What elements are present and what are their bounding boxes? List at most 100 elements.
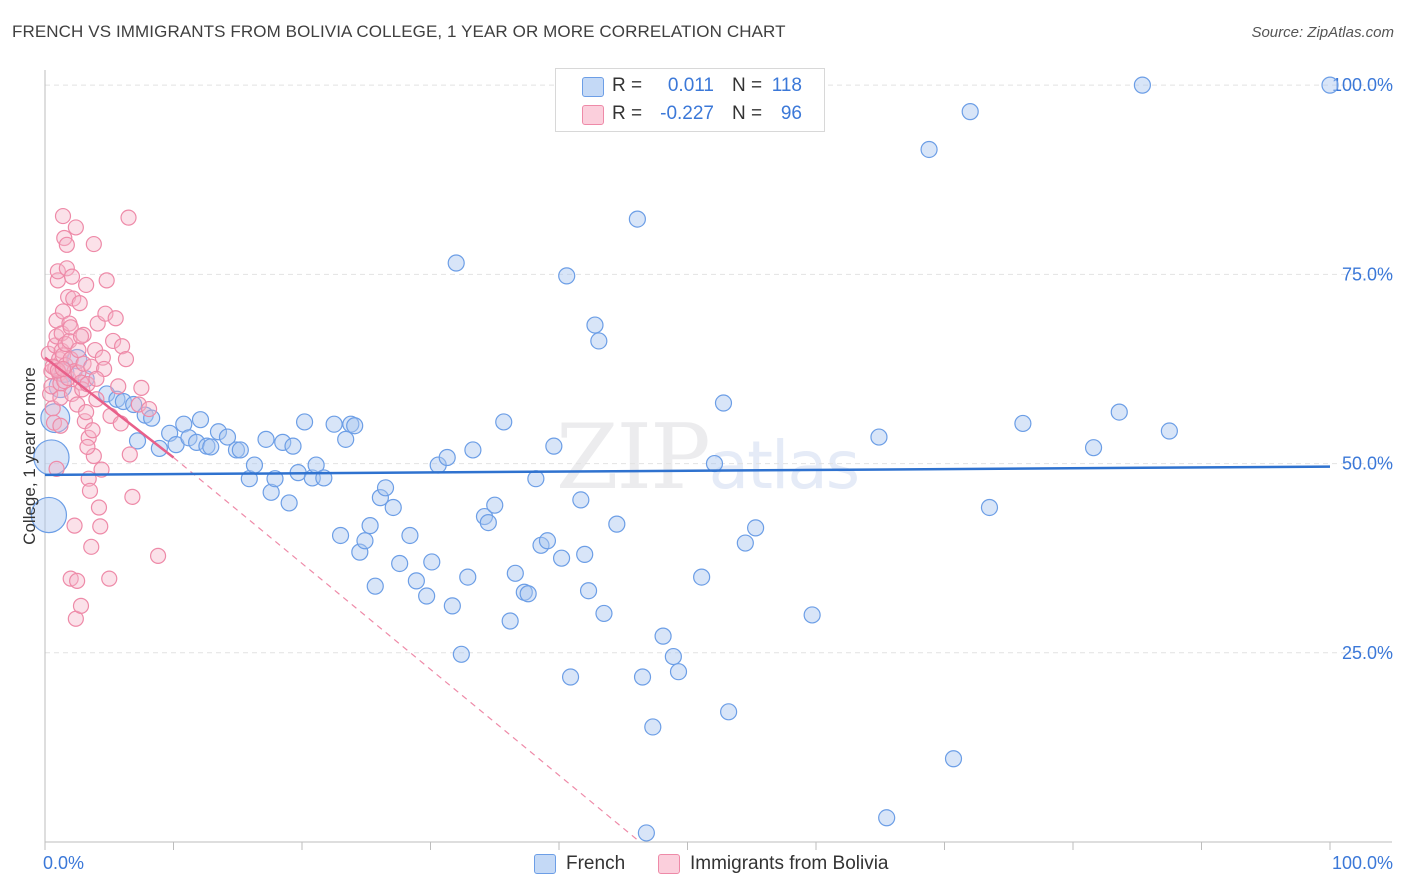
french-point xyxy=(714,394,733,412)
bolivia-point xyxy=(107,310,124,327)
stats-row-french: R = 0.011 N = 118 xyxy=(556,73,824,99)
french-point xyxy=(527,470,545,488)
french-point xyxy=(590,332,608,350)
french-point xyxy=(572,491,590,509)
bolivia-point xyxy=(121,446,138,463)
bolivia-swatch xyxy=(582,105,604,125)
y-tick-label: 75.0% xyxy=(1342,264,1393,284)
french-swatch xyxy=(534,854,556,874)
bolivia-point xyxy=(112,415,129,432)
french-point xyxy=(128,432,147,450)
bolivia-point xyxy=(88,370,105,387)
french-point xyxy=(361,517,379,535)
bolivia-point xyxy=(67,219,84,236)
bolivia-trend-line xyxy=(44,356,175,459)
french-point xyxy=(501,612,519,630)
bolivia-point xyxy=(54,360,72,378)
french-point xyxy=(608,515,626,533)
french-point xyxy=(878,809,896,827)
bolivia-point xyxy=(70,341,87,359)
french-point xyxy=(519,585,537,603)
french-point xyxy=(561,668,580,686)
french-point xyxy=(202,438,220,456)
n-label: N = xyxy=(732,75,763,96)
y-tick-label: 25.0% xyxy=(1342,643,1393,663)
french-point xyxy=(280,494,298,512)
french-point xyxy=(486,496,504,514)
stats-row-bolivia: R = -0.227 N = 96 xyxy=(556,101,824,127)
bolivia-point xyxy=(120,209,137,226)
bolivia-point xyxy=(84,422,101,439)
french-point xyxy=(407,572,425,590)
french-point xyxy=(257,430,275,448)
french-point xyxy=(274,433,292,451)
french-point xyxy=(637,824,655,842)
bolivia-point xyxy=(54,207,72,225)
french-point xyxy=(331,526,350,545)
bolivia-point xyxy=(62,319,79,336)
french-point xyxy=(376,479,395,497)
french-point xyxy=(391,554,409,573)
bolivia-point xyxy=(83,538,100,555)
french-point xyxy=(295,413,314,431)
french-point xyxy=(464,441,482,459)
bolivia-point xyxy=(52,417,69,434)
french-point xyxy=(479,514,497,532)
r-value: 0.011 xyxy=(667,75,714,96)
french-point xyxy=(452,645,470,663)
bolivia-point xyxy=(110,378,127,395)
bolivia-point xyxy=(63,268,81,285)
y-tick-label: 50.0% xyxy=(1342,454,1393,474)
french-point xyxy=(401,526,419,545)
bolivia-point xyxy=(58,260,75,277)
n-label: N = xyxy=(732,103,763,124)
legend-label-bolivia: Immigrants from Bolivia xyxy=(690,853,889,874)
french-point xyxy=(325,415,343,433)
french-point xyxy=(664,647,682,666)
french-point xyxy=(459,568,477,586)
french-point xyxy=(98,385,116,403)
bolivia-point xyxy=(124,488,141,505)
x-tick-label: 100.0% xyxy=(1332,853,1393,873)
bolivia-point xyxy=(90,499,108,516)
bolivia-point xyxy=(117,351,135,368)
r-value: -0.227 xyxy=(660,103,714,124)
french-point xyxy=(438,448,456,467)
french-point xyxy=(366,577,384,595)
french-trend-line xyxy=(44,465,1331,477)
french-point xyxy=(633,668,652,686)
bolivia-point xyxy=(133,379,150,396)
bolivia-point xyxy=(69,572,86,589)
r-label: R = xyxy=(612,75,643,96)
bolivia-point xyxy=(101,570,118,587)
legend-label-french: French xyxy=(566,853,626,874)
french-point xyxy=(558,267,576,285)
french-point xyxy=(628,210,646,228)
french-point xyxy=(1084,439,1103,457)
bolivia-point xyxy=(58,236,75,253)
french-point xyxy=(644,718,662,736)
french-swatch xyxy=(582,77,604,97)
french-point xyxy=(418,587,436,605)
bolivia-swatch xyxy=(658,854,680,874)
bolivia-point xyxy=(92,518,109,535)
french-point xyxy=(218,428,237,446)
bolivia-point xyxy=(130,396,147,413)
french-point xyxy=(423,553,441,571)
french-point xyxy=(495,413,513,431)
bolivia-point xyxy=(85,235,102,253)
french-point xyxy=(803,606,821,624)
french-point xyxy=(346,417,364,435)
bolivia-point xyxy=(97,305,114,322)
chart-title: FRENCH VS IMMIGRANTS FROM BOLIVIA COLLEG… xyxy=(12,22,786,41)
n-value: 118 xyxy=(771,75,802,96)
bolivia-point xyxy=(113,338,131,355)
french-point xyxy=(506,564,524,582)
french-point xyxy=(545,437,563,455)
bolivia-point xyxy=(98,272,115,289)
bolivia-point xyxy=(62,570,79,587)
x-tick-label: 0.0% xyxy=(43,853,84,873)
bolivia-point xyxy=(72,328,90,345)
french-point xyxy=(870,428,888,446)
y-tick-label: 100.0% xyxy=(1332,75,1393,95)
